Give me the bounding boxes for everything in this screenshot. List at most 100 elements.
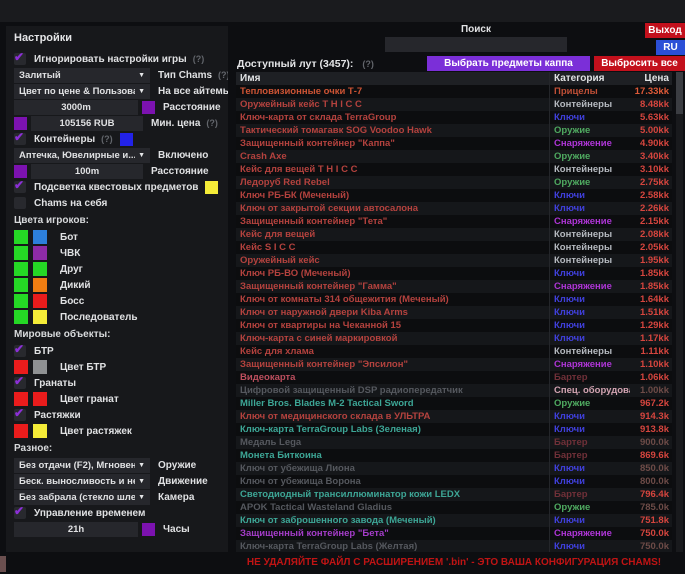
table-row[interactable]: APOK Tactical Wasteland Gladius Оружие 785… (236, 501, 672, 514)
table-row[interactable]: Защищенный контейнер "Тета" Снаряжение 2.1… (236, 215, 672, 228)
item-category: Ключи (554, 541, 585, 552)
checkbox[interactable] (14, 374, 26, 389)
color-swatch[interactable] (33, 424, 47, 438)
color-swatch[interactable] (14, 360, 28, 374)
table-row[interactable]: Ключ-карта с синей маркировкой Ключи 1.17k… (236, 332, 672, 345)
color-swatch[interactable] (14, 278, 28, 292)
table-row[interactable]: Ключ от медицинского склада в УЛЬТРА Ключ… (236, 410, 672, 423)
color-swatch[interactable] (14, 164, 27, 178)
column-header-name[interactable]: Имя (236, 72, 550, 85)
table-row[interactable]: Miller Bros. Blades M-2 Tactical Sword Ор… (236, 397, 672, 410)
color-swatch[interactable] (33, 392, 47, 406)
color-swatch[interactable] (119, 132, 133, 146)
table-row[interactable]: Защищенный контейнер "Бета" Снаряжение 750… (236, 527, 672, 540)
dropdown[interactable]: Без отдачи (F2), Мгновенное п▼ (14, 457, 150, 473)
chevron-down-icon: ▼ (138, 477, 145, 485)
table-row[interactable]: Ледоруб Red Rebel Оружие 2.75kk (236, 176, 672, 189)
color-swatch[interactable] (14, 424, 28, 438)
table-row[interactable]: Ключ РБ-ВО (Меченый) Ключи 1.85kk (236, 267, 672, 280)
table-row[interactable]: Ключ от убежища Лиона Ключи 850.0k (236, 462, 672, 475)
checkbox[interactable] (14, 342, 26, 357)
dropdown[interactable]: Залитый ▼ (14, 67, 150, 83)
color-swatch[interactable] (14, 294, 28, 308)
item-category: Оружие (554, 125, 591, 136)
drop-all-button[interactable]: Выбросить все (594, 56, 685, 71)
table-row[interactable]: Кейс S I C C Контейнеры 2.05kk (236, 241, 672, 254)
dropdown[interactable]: Аптечка, Ювелирные и... ▼ (14, 147, 150, 163)
scrollbar-track[interactable] (676, 72, 683, 552)
color-swatch[interactable] (33, 230, 47, 244)
color-swatch[interactable] (33, 262, 47, 276)
table-row[interactable]: Цифровой защищенный DSP радиопередатчик С… (236, 384, 672, 397)
table-row[interactable]: Ключ от комнаты 314 общежития (Меченый) К… (236, 293, 672, 306)
table-row[interactable]: Монета Биткоина Бартер 869.6k (236, 449, 672, 462)
checkbox[interactable] (14, 50, 26, 65)
table-row[interactable]: Защищенный контейнер "Гамма" Снаряжение 1.… (236, 280, 672, 293)
scrollbar-thumb[interactable] (676, 72, 683, 114)
table-row[interactable]: Медаль Lega Бартер 900.0k (236, 436, 672, 449)
dropdown[interactable]: Без забрала (стекло шлема)▼ (14, 489, 150, 505)
table-row[interactable]: Тепловизионные очки Т-7 Прицелы 17.33kk (236, 85, 672, 98)
item-name: Оружейный кейс (236, 254, 550, 267)
table-row[interactable]: Кейс для хлама Контейнеры 1.11kk (236, 345, 672, 358)
text-input[interactable]: 3000m (14, 99, 138, 115)
color-swatch[interactable] (142, 100, 155, 114)
select-kappa-items-button[interactable]: Выбрать предметы каппа (427, 56, 590, 71)
table-row[interactable]: Ключ-карта от склада TerraGroup Ключи 5.63… (236, 111, 672, 124)
search-input[interactable] (385, 37, 567, 52)
color-swatch[interactable] (205, 180, 219, 194)
color-swatch[interactable] (14, 246, 28, 260)
checkbox[interactable] (14, 130, 26, 145)
color-swatch[interactable] (33, 278, 47, 292)
item-price: 1.11kk (640, 346, 669, 357)
color-swatch[interactable] (14, 116, 27, 130)
dropdown[interactable]: Цвет по цене & Пользователь▼ (14, 83, 150, 99)
dropdown-value: Залитый (19, 69, 61, 81)
table-row[interactable]: Ключ РБ-БК (Меченый) Ключи 2.58kk (236, 189, 672, 202)
table-row[interactable]: Светодиодный трансиллюминатор кожи LEDX Б… (236, 488, 672, 501)
table-row[interactable]: Ключ от квартиры на Чеканной 15 Ключи 1.29… (236, 319, 672, 332)
text-input[interactable]: 100m (31, 163, 143, 179)
column-header-category[interactable]: Категория (554, 73, 605, 84)
language-button[interactable]: RU (656, 40, 685, 55)
table-row[interactable]: Ключ от наружной двери Kiba Arms Ключи 1.5… (236, 306, 672, 319)
table-row[interactable]: Ключ от заброшенного завода (Меченый) Клю… (236, 514, 672, 527)
item-category: Ключи (554, 112, 585, 123)
table-row[interactable]: Ключ-карта TerraGroup Labs (Желтая) Ключи… (236, 540, 672, 552)
setting-row: Без отдачи (F2), Мгновенное п▼ Оружие (14, 457, 220, 473)
table-row[interactable]: Crash Axe Оружие 3.40kk (236, 150, 672, 163)
color-swatch[interactable] (14, 392, 28, 406)
table-row[interactable]: Оружейный кейс Контейнеры 1.95kk (236, 254, 672, 267)
color-swatch[interactable] (14, 230, 28, 244)
checkbox[interactable] (14, 406, 26, 421)
item-category: Оружие (554, 151, 591, 162)
checkbox[interactable] (14, 197, 26, 209)
loot-title-text: Доступный лут (3457): (237, 58, 354, 70)
color-swatch[interactable] (33, 246, 47, 260)
table-row[interactable]: Ключ от закрытой секции автосалона Ключи 2… (236, 202, 672, 215)
table-row[interactable]: Оружейный кейс T H I C C Контейнеры 8.48kk (236, 98, 672, 111)
table-row[interactable]: Видеокарта Бартер 1.06kk (236, 371, 672, 384)
exit-button[interactable]: Выход (645, 23, 685, 38)
table-row[interactable]: Ключ от убежища Ворона Ключи 800.0k (236, 475, 672, 488)
color-swatch[interactable] (33, 294, 47, 308)
color-swatch[interactable] (14, 262, 28, 276)
color-swatch[interactable] (33, 360, 47, 374)
checkbox[interactable] (14, 178, 26, 193)
column-header-price[interactable]: Цена (644, 73, 669, 84)
color-swatch[interactable] (142, 522, 155, 536)
dropdown[interactable]: Беск. выносливость и нет уста▼ (14, 473, 150, 489)
table-row[interactable]: Защищенный контейнер "Каппа" Снаряжение 4.… (236, 137, 672, 150)
item-name: Кейс для вещей T H I C C (236, 163, 550, 176)
text-input[interactable]: 21h (14, 521, 138, 537)
table-row[interactable]: Защищенный контейнер "Эпсилон" Снаряжение… (236, 358, 672, 371)
checkbox[interactable] (14, 504, 26, 519)
item-name: Ключ от квартиры на Чеканной 15 (236, 319, 550, 332)
table-row[interactable]: Кейс для вещей Контейнеры 2.08kk (236, 228, 672, 241)
text-input[interactable]: 105156 RUB (31, 115, 143, 131)
table-row[interactable]: Кейс для вещей T H I C C Контейнеры 3.10kk (236, 163, 672, 176)
table-row[interactable]: Ключ-карта TerraGroup Labs (Зеленая) Ключ… (236, 423, 672, 436)
color-swatch[interactable] (14, 310, 28, 324)
table-row[interactable]: Тактический томагавк SOG Voodoo Hawk Оруж… (236, 124, 672, 137)
color-swatch[interactable] (33, 310, 47, 324)
